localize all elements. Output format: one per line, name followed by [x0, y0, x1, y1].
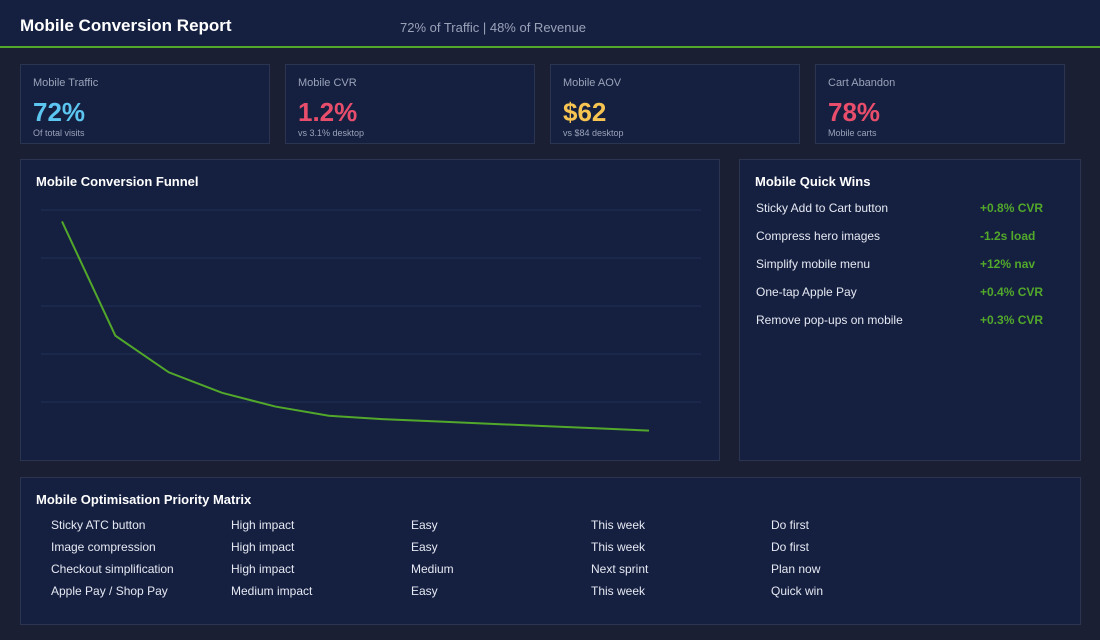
kpi-value: 72% [33, 97, 86, 127]
matrix-cell-timing: This week [591, 540, 646, 554]
funnel-chart-title: Mobile Conversion Funnel [36, 174, 199, 189]
kpi-value: $62 [563, 97, 607, 127]
quick-win-name: Remove pop-ups on mobile [756, 313, 903, 327]
table-row: Sticky ATC button High impact Easy This … [51, 518, 951, 534]
matrix-cell-initiative: Checkout simplification [51, 562, 174, 576]
quick-win-name: Sticky Add to Cart button [756, 201, 889, 215]
matrix-cell-action: Quick win [771, 584, 824, 598]
quick-win-impact: -1.2s load [980, 229, 1036, 243]
kpi-value: 78% [828, 97, 881, 127]
matrix-cell-impact: High impact [231, 540, 295, 554]
table-row: Apple Pay / Shop Pay Medium impact Easy … [51, 584, 951, 600]
matrix-cell-impact: High impact [231, 562, 295, 576]
matrix-cell-initiative: Image compression [51, 540, 156, 554]
kpi-card-mobile-cvr: Mobile CVR 1.2% vs 3.1% desktop [285, 64, 535, 144]
matrix-cell-action: Do first [771, 540, 810, 554]
matrix-cell-effort: Medium [411, 562, 454, 576]
priority-matrix-panel: Mobile Optimisation Priority Matrix Stic… [20, 477, 1081, 625]
kpi-label: Mobile CVR [298, 77, 357, 89]
funnel-chart [41, 209, 701, 432]
matrix-cell-effort: Easy [411, 584, 438, 598]
kpi-card-cart-abandon: Cart Abandon 78% Mobile carts [815, 64, 1065, 144]
table-row: Image compression High impact Easy This … [51, 540, 951, 556]
matrix-cell-timing: Next sprint [591, 562, 649, 576]
matrix-cell-impact: High impact [231, 518, 295, 532]
kpi-value: 1.2% [298, 97, 358, 127]
matrix-cell-timing: This week [591, 518, 646, 532]
kpi-subtext: Mobile carts [828, 128, 877, 138]
matrix-cell-effort: Easy [411, 540, 438, 554]
kpi-card-mobile-aov: Mobile AOV $62 vs $84 desktop [550, 64, 800, 144]
report-header: Mobile Conversion Report 72% of Traffic … [0, 0, 1100, 48]
kpi-label: Cart Abandon [828, 77, 896, 89]
kpi-label: Mobile Traffic [33, 77, 99, 89]
matrix-cell-initiative: Sticky ATC button [51, 518, 146, 532]
page-title: Mobile Conversion Report [20, 16, 232, 35]
quick-win-impact: +0.8% CVR [980, 201, 1044, 215]
quick-wins-title: Mobile Quick Wins [755, 174, 871, 189]
priority-matrix-title: Mobile Optimisation Priority Matrix [36, 492, 252, 507]
kpi-subtext: vs 3.1% desktop [298, 128, 365, 138]
table-row: Checkout simplification High impact Medi… [51, 562, 951, 578]
kpi-card-mobile-traffic: Mobile Traffic 72% Of total visits [20, 64, 270, 144]
quick-wins-panel: Mobile Quick Wins Sticky Add to Cart but… [739, 159, 1081, 461]
quick-win-name: One-tap Apple Pay [756, 285, 857, 299]
funnel-chart-panel: Mobile Conversion Funnel [20, 159, 720, 461]
funnel-series-line [61, 221, 650, 432]
matrix-cell-initiative: Apple Pay / Shop Pay [51, 584, 168, 598]
quick-win-name: Simplify mobile menu [756, 257, 871, 271]
matrix-cell-timing: This week [591, 584, 646, 598]
quick-win-impact: +0.3% CVR [980, 313, 1044, 327]
matrix-cell-impact: Medium impact [231, 584, 313, 598]
quick-win-item: Sticky Add to Cart button +0.8% CVR [756, 201, 1066, 217]
kpi-subtext: vs $84 desktop [563, 128, 624, 138]
quick-win-item: Simplify mobile menu +12% nav [756, 257, 1066, 273]
page-subtitle: 72% of Traffic | 48% of Revenue [400, 20, 586, 35]
quick-win-item: Compress hero images -1.2s load [756, 229, 1066, 245]
matrix-cell-action: Plan now [771, 562, 821, 576]
kpi-subtext: Of total visits [33, 128, 85, 138]
matrix-cell-action: Do first [771, 518, 810, 532]
quick-win-impact: +0.4% CVR [980, 285, 1044, 299]
matrix-cell-effort: Easy [411, 518, 438, 532]
quick-win-item: One-tap Apple Pay +0.4% CVR [756, 285, 1066, 301]
quick-win-impact: +12% nav [980, 257, 1036, 271]
kpi-label: Mobile AOV [563, 77, 622, 89]
quick-win-name: Compress hero images [756, 229, 881, 243]
quick-win-item: Remove pop-ups on mobile +0.3% CVR [756, 313, 1066, 329]
